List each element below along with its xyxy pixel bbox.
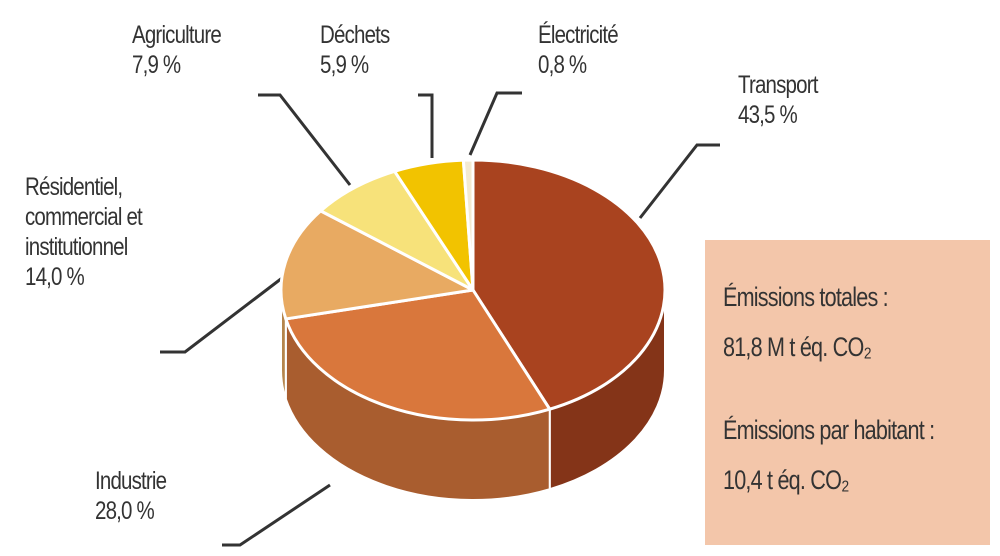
slice: [319, 169, 475, 292]
category-label: Industrie: [95, 467, 167, 495]
info-box: Émissions totales : 81,8 M t éq. CO₂ Émi…: [705, 240, 990, 545]
leader-lines: [160, 91, 720, 547]
value-label: 0,8 %: [538, 51, 587, 79]
info-text: Émissions totales :: [723, 282, 889, 312]
value-label: 43,5 %: [738, 101, 798, 129]
slice: [471, 158, 667, 411]
info-text: 10,4 t éq. CO₂: [723, 465, 849, 495]
leader-line: [160, 270, 291, 354]
slice: [461, 158, 475, 292]
slice-label: Agriculture 7,9 %: [132, 20, 222, 80]
leader-line: [222, 483, 331, 547]
value-label: 7,9 %: [132, 51, 181, 79]
slice-label: Électricité 0,8 %: [538, 20, 619, 80]
info-text: Émissions par habitant :: [723, 415, 935, 445]
value-label: 14,0 %: [25, 263, 85, 291]
slice: [279, 209, 475, 321]
slice-label: Résidentiel, commercial et institutionne…: [25, 172, 189, 292]
category-label: Résidentiel, commercial et institutionne…: [25, 173, 143, 261]
leader-line: [638, 143, 720, 219]
category-label: Transport: [738, 71, 818, 99]
value-label: 5,9 %: [320, 51, 369, 79]
info-text: 81,8 M t éq. CO₂: [723, 332, 872, 362]
slice-label: Industrie 28,0 %: [95, 466, 167, 526]
leader-line: [418, 93, 434, 158]
slice-label: Transport 43,5 %: [738, 70, 818, 130]
leader-line: [468, 91, 522, 156]
category-label: Électricité: [538, 21, 619, 49]
category-label: Déchets: [320, 21, 390, 49]
slice-label: Déchets 5,9 %: [320, 20, 390, 80]
value-label: 28,0 %: [95, 497, 155, 525]
category-label: Agriculture: [132, 21, 222, 49]
pie: [279, 158, 667, 501]
leader-line: [258, 93, 352, 186]
slice: [284, 288, 552, 422]
